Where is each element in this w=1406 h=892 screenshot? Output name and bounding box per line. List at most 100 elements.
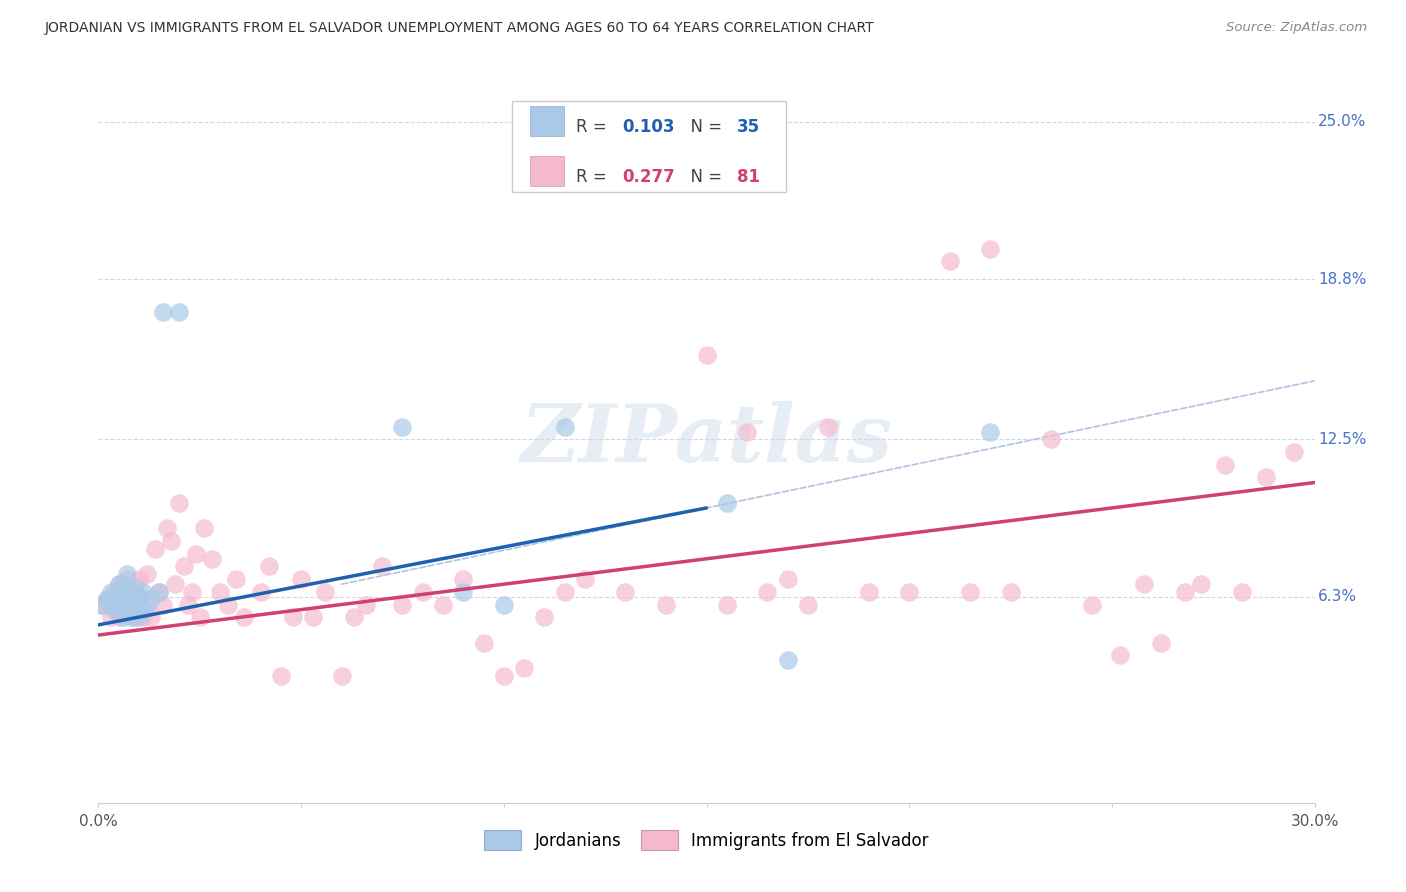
Point bbox=[1040, 432, 1063, 446]
Point bbox=[257, 559, 280, 574]
Point bbox=[115, 602, 138, 616]
Point bbox=[1189, 577, 1212, 591]
Point bbox=[1080, 598, 1102, 612]
Point bbox=[100, 610, 122, 624]
Text: N =: N = bbox=[679, 118, 727, 136]
Point bbox=[180, 584, 202, 599]
Point bbox=[554, 419, 576, 434]
FancyBboxPatch shape bbox=[530, 105, 564, 136]
Point bbox=[858, 584, 880, 599]
Point bbox=[533, 610, 555, 624]
Point bbox=[120, 584, 142, 599]
Point bbox=[111, 577, 134, 591]
Point bbox=[225, 572, 247, 586]
Point bbox=[1000, 584, 1022, 599]
Text: ZIPatlas: ZIPatlas bbox=[520, 401, 893, 478]
Point bbox=[472, 635, 495, 649]
Point bbox=[91, 598, 114, 612]
Point bbox=[716, 598, 738, 612]
Point bbox=[735, 425, 758, 439]
Point bbox=[979, 242, 1001, 256]
Point bbox=[696, 348, 718, 362]
Point bbox=[1215, 458, 1237, 472]
Point bbox=[188, 610, 211, 624]
Text: 25.0%: 25.0% bbox=[1319, 114, 1367, 129]
Point bbox=[139, 592, 162, 607]
Point bbox=[136, 567, 159, 582]
Point bbox=[148, 584, 170, 599]
Point bbox=[124, 602, 146, 616]
Point bbox=[513, 661, 536, 675]
Point bbox=[574, 572, 596, 586]
FancyBboxPatch shape bbox=[512, 102, 786, 192]
Point bbox=[249, 584, 271, 599]
Point bbox=[115, 598, 138, 612]
Point bbox=[91, 598, 114, 612]
Point bbox=[100, 584, 122, 599]
Text: Source: ZipAtlas.com: Source: ZipAtlas.com bbox=[1226, 21, 1367, 35]
Point bbox=[492, 669, 515, 683]
Point bbox=[184, 547, 207, 561]
Point bbox=[124, 610, 146, 624]
Point bbox=[111, 598, 134, 612]
Point bbox=[233, 610, 256, 624]
Point bbox=[165, 577, 187, 591]
Point bbox=[453, 572, 475, 586]
Point bbox=[173, 559, 195, 574]
Point bbox=[898, 584, 921, 599]
Point bbox=[979, 425, 1001, 439]
Point bbox=[797, 598, 820, 612]
Point bbox=[716, 496, 738, 510]
Point bbox=[302, 610, 325, 624]
Point bbox=[107, 577, 129, 591]
Point bbox=[939, 254, 962, 268]
Point bbox=[209, 584, 232, 599]
Point bbox=[756, 584, 779, 599]
Text: 81: 81 bbox=[737, 169, 759, 186]
Point bbox=[391, 598, 413, 612]
Text: 12.5%: 12.5% bbox=[1319, 432, 1367, 447]
Point bbox=[1109, 648, 1132, 663]
Point bbox=[371, 559, 394, 574]
Point bbox=[655, 598, 678, 612]
Point bbox=[132, 610, 155, 624]
Point bbox=[104, 590, 127, 604]
Text: 6.3%: 6.3% bbox=[1319, 590, 1357, 605]
Point bbox=[453, 584, 475, 599]
Point bbox=[107, 592, 129, 607]
Point bbox=[132, 584, 155, 599]
Point bbox=[1133, 577, 1156, 591]
Point bbox=[290, 572, 312, 586]
Point bbox=[100, 598, 122, 612]
Point bbox=[1254, 470, 1277, 484]
Point bbox=[614, 584, 637, 599]
Point bbox=[169, 305, 191, 319]
Point bbox=[1174, 584, 1197, 599]
Point bbox=[176, 598, 198, 612]
Point bbox=[120, 598, 142, 612]
Point bbox=[1149, 635, 1171, 649]
Point bbox=[115, 572, 138, 586]
Point bbox=[354, 598, 377, 612]
Point bbox=[330, 669, 353, 683]
Point bbox=[201, 551, 224, 566]
Point bbox=[152, 598, 174, 612]
Point bbox=[817, 419, 839, 434]
Point bbox=[412, 584, 434, 599]
Point bbox=[107, 577, 129, 591]
Point bbox=[128, 572, 150, 586]
Point bbox=[391, 419, 413, 434]
Point bbox=[128, 610, 150, 624]
Point bbox=[343, 610, 366, 624]
Text: 0.277: 0.277 bbox=[623, 169, 675, 186]
Point bbox=[432, 598, 454, 612]
Point bbox=[115, 590, 138, 604]
Point bbox=[314, 584, 336, 599]
FancyBboxPatch shape bbox=[530, 156, 564, 186]
Point bbox=[104, 602, 127, 616]
Text: N =: N = bbox=[679, 169, 727, 186]
Text: 0.103: 0.103 bbox=[623, 118, 675, 136]
Point bbox=[217, 598, 239, 612]
Point bbox=[554, 584, 576, 599]
Point bbox=[128, 592, 150, 607]
